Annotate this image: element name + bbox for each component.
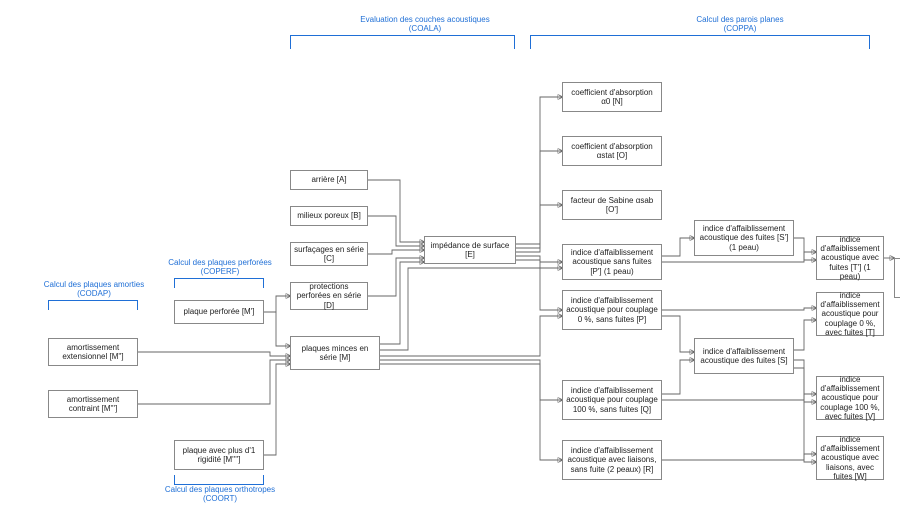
edge-R-W bbox=[662, 454, 816, 460]
group-label-coala: Evaluation des couches acoustiques (COAL… bbox=[340, 15, 510, 33]
node-U: perte d'insertion pour couplage 0 % avec… bbox=[894, 258, 900, 298]
group-bracket-coort bbox=[174, 475, 264, 485]
node-Tp: indice d'affaiblissement acoustique avec… bbox=[816, 236, 884, 280]
edge-E-Pp bbox=[516, 256, 562, 262]
edge-M-R bbox=[380, 364, 562, 460]
edge-Sp-Tp bbox=[794, 238, 816, 260]
node-M4: plaque avec plus d'1 rigidité [M''''] bbox=[174, 440, 264, 470]
edge-B-E bbox=[368, 216, 424, 246]
edge-S-W bbox=[794, 368, 816, 462]
edge-M-P bbox=[380, 316, 562, 356]
edge-Q-S bbox=[662, 360, 694, 394]
group-bracket-coala bbox=[290, 35, 515, 49]
node-B: milieux poreux [B] bbox=[290, 206, 368, 226]
edge-M3-M bbox=[138, 360, 290, 404]
node-M: plaques minces en série [M] bbox=[290, 336, 380, 370]
edge-M-Pp bbox=[380, 268, 562, 350]
node-V: indice d'affaiblissement acoustique pour… bbox=[816, 376, 884, 420]
node-Mp: plaque perforée [M'] bbox=[174, 300, 264, 324]
edge-Q-V bbox=[662, 394, 816, 400]
node-W: indice d'affaiblissement acoustique avec… bbox=[816, 436, 884, 480]
edge-A-E bbox=[368, 180, 424, 242]
edge-M2-M bbox=[138, 352, 290, 356]
edge-S-V bbox=[794, 360, 816, 402]
edge-E-P bbox=[516, 260, 562, 310]
edge-E-Op bbox=[516, 205, 562, 252]
node-E: impédance de surface [E] bbox=[424, 236, 516, 264]
edge-C-E bbox=[368, 250, 424, 254]
group-bracket-codap bbox=[48, 300, 138, 310]
node-O: coefficient d'absorption αstat [O] bbox=[562, 136, 662, 166]
node-Op: facteur de Sabine αsab [O'] bbox=[562, 190, 662, 220]
node-Sp: indice d'affaiblissement acoustique des … bbox=[694, 220, 794, 256]
group-label-coppa: Calcul des parois planes (COPPA) bbox=[680, 15, 800, 33]
node-N: coefficient d'absorption α0 [N] bbox=[562, 82, 662, 112]
group-label-codap: Calcul des plaques amorties (CODAP) bbox=[34, 280, 154, 298]
edge-M-E bbox=[380, 262, 424, 344]
edge-E-N bbox=[516, 97, 562, 244]
group-bracket-coperf bbox=[174, 278, 264, 288]
node-Pp: indice d'affaiblissement acoustique sans… bbox=[562, 244, 662, 280]
group-label-coperf: Calcul des plaques perforées (COPERF) bbox=[160, 258, 280, 276]
edge-M-Q bbox=[380, 360, 562, 400]
edge-D-E bbox=[368, 258, 424, 296]
edge-Mp-M bbox=[264, 312, 290, 346]
node-D: protections perforées en série [D] bbox=[290, 282, 368, 310]
group-bracket-coppa bbox=[530, 35, 870, 49]
node-S: indice d'affaiblissement acoustique des … bbox=[694, 338, 794, 374]
group-label-coort: Calcul des plaques orthotropes (COORT) bbox=[160, 485, 280, 503]
node-A: arrière [A] bbox=[290, 170, 368, 190]
node-M2: amortissement extensionnel [M''] bbox=[48, 338, 138, 366]
node-C: surfaçages en série [C] bbox=[290, 242, 368, 266]
edge-Mp-D bbox=[264, 296, 290, 312]
node-T: indice d'affaiblissement acoustique pour… bbox=[816, 292, 884, 336]
edge-Pp-Sp bbox=[662, 238, 694, 256]
node-M3: amortissement contraint [M'''] bbox=[48, 390, 138, 418]
edge-E-O bbox=[516, 151, 562, 248]
edge-S-T bbox=[794, 320, 816, 350]
node-P: indice d'affaiblissement acoustique pour… bbox=[562, 290, 662, 330]
edge-M4-M bbox=[264, 364, 290, 455]
edge-P-T bbox=[662, 308, 816, 310]
node-R: indice d'affaiblissement acoustique avec… bbox=[562, 440, 662, 480]
edge-P-S bbox=[662, 316, 694, 352]
node-Q: indice d'affaiblissement acoustique pour… bbox=[562, 380, 662, 420]
diagram-canvas: Calcul des plaques amorties (CODAP) Calc… bbox=[0, 0, 900, 523]
